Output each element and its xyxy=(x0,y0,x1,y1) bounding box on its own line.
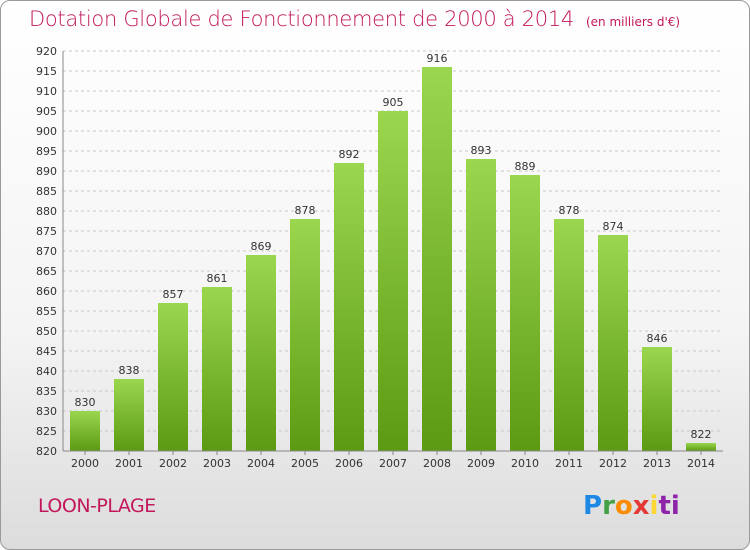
y-tick-label: 900 xyxy=(36,125,57,138)
x-tick-label-2000: 2000 xyxy=(71,457,99,470)
x-axis: 2000 2001 2002 2003 2004 2005 2006 2007 2008 2009… xyxy=(63,450,723,470)
bars: 830 838 857 861 869 878 892 905 916 893 889 878 874 8… xyxy=(70,52,716,451)
y-tick-label: 860 xyxy=(36,285,57,298)
bar-2012 xyxy=(598,235,628,451)
value-label-2000: 830 xyxy=(75,396,96,409)
bar-2005 xyxy=(290,219,320,451)
value-label-2004: 869 xyxy=(251,240,272,253)
value-label-2005: 878 xyxy=(295,204,316,217)
value-label-2008: 916 xyxy=(427,52,448,65)
bar-2003 xyxy=(202,287,232,451)
value-label-2007: 905 xyxy=(383,96,404,109)
value-label-2001: 838 xyxy=(119,364,140,377)
y-tick-label: 865 xyxy=(36,265,57,278)
y-tick-label: 855 xyxy=(36,305,57,318)
bar-2004 xyxy=(246,255,276,451)
y-tick-label: 920 xyxy=(36,45,57,58)
y-tick-label: 890 xyxy=(36,165,57,178)
x-tick-label-2005: 2005 xyxy=(291,457,319,470)
value-label-2002: 857 xyxy=(163,288,184,301)
title-unit: (en milliers d'€) xyxy=(585,15,681,29)
bar-2009 xyxy=(466,159,496,451)
chart-title: Dotation Globale de Fonctionnement de 20… xyxy=(29,7,680,31)
x-tick-label-2003: 2003 xyxy=(203,457,231,470)
commune-name: LOON-PLAGE xyxy=(38,495,156,517)
y-tick-label: 885 xyxy=(36,185,57,198)
x-tick-label-2009: 2009 xyxy=(467,457,495,470)
bar-2010 xyxy=(510,175,540,451)
bar-2008 xyxy=(422,67,452,451)
x-tick-label-2011: 2011 xyxy=(555,457,583,470)
bar-2000 xyxy=(70,411,100,451)
x-tick-label-2013: 2013 xyxy=(643,457,671,470)
x-tick-label-2010: 2010 xyxy=(511,457,539,470)
y-tick-label: 830 xyxy=(36,405,57,418)
y-tick-label: 840 xyxy=(36,365,57,378)
bar-2014 xyxy=(686,443,716,451)
value-label-2013: 846 xyxy=(647,332,668,345)
bar-2001 xyxy=(114,379,144,451)
x-tick-label-2014: 2014 xyxy=(687,457,715,470)
bar-2011 xyxy=(554,219,584,451)
y-tick-label: 915 xyxy=(36,65,57,78)
value-label-2014: 822 xyxy=(691,428,712,441)
value-label-2009: 893 xyxy=(471,144,492,157)
proxiti-logo: Proxiti xyxy=(583,491,680,521)
bar-2006 xyxy=(334,163,364,451)
y-tick-label: 875 xyxy=(36,225,57,238)
x-tick-label-2012: 2012 xyxy=(599,457,627,470)
y-tick-label: 825 xyxy=(36,425,57,438)
y-tick-label: 820 xyxy=(36,445,57,458)
y-axis: 820 825 830 835 840 845 850 855 860 865 870 875 880 8… xyxy=(36,45,64,458)
y-tick-label: 910 xyxy=(36,85,57,98)
value-label-2003: 861 xyxy=(207,272,228,285)
value-label-2012: 874 xyxy=(603,220,624,233)
bar-2002 xyxy=(158,303,188,451)
y-tick-label: 870 xyxy=(36,245,57,258)
y-tick-label: 845 xyxy=(36,345,57,358)
x-tick-label-2001: 2001 xyxy=(115,457,143,470)
title-text: Dotation Globale de Fonctionnement de 20… xyxy=(29,7,574,31)
x-tick-label-2002: 2002 xyxy=(159,457,187,470)
value-label-2010: 889 xyxy=(515,160,536,173)
value-label-2011: 878 xyxy=(559,204,580,217)
y-tick-label: 880 xyxy=(36,205,57,218)
x-tick-label-2008: 2008 xyxy=(423,457,451,470)
bar-2007 xyxy=(378,111,408,451)
x-tick-label-2006: 2006 xyxy=(335,457,363,470)
x-tick-label-2007: 2007 xyxy=(379,457,407,470)
y-tick-label: 850 xyxy=(36,325,57,338)
y-tick-label: 895 xyxy=(36,145,57,158)
x-tick-label-2004: 2004 xyxy=(247,457,275,470)
bar-2013 xyxy=(642,347,672,451)
value-label-2006: 892 xyxy=(339,148,360,161)
y-tick-label: 835 xyxy=(36,385,57,398)
y-tick-label: 905 xyxy=(36,105,57,118)
